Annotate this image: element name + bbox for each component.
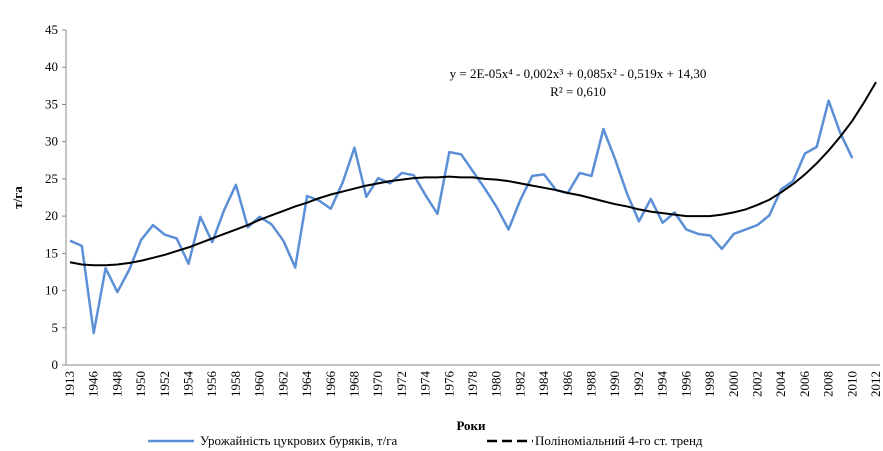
- x-tick-label: 1968: [346, 371, 361, 397]
- x-tick-label: 1970: [370, 371, 385, 397]
- y-tick-label: 10: [45, 283, 58, 298]
- x-tick-label: 1952: [157, 371, 172, 397]
- y-tick-label: 5: [52, 320, 59, 335]
- x-tick-label: 1984: [536, 371, 551, 398]
- y-tick-label: 45: [45, 22, 58, 37]
- x-tick-label: 1946: [86, 371, 101, 398]
- x-tick-label: 1994: [655, 371, 670, 398]
- x-tick-label: 1960: [252, 371, 267, 397]
- legend-label: Поліноміальний 4-го ст. тренд: [535, 433, 703, 448]
- y-tick-label: 20: [45, 208, 58, 223]
- legend-label: Урожайність цукрових буряків, т/га: [200, 433, 398, 448]
- x-tick-label: 2002: [749, 371, 764, 397]
- x-tick-label: 1980: [489, 371, 504, 397]
- x-tick-label: 1996: [678, 371, 693, 398]
- trend-equation: y = 2E-05x⁴ - 0,002x³ + 0,085x² - 0,519x…: [450, 66, 707, 81]
- x-tick-label: 2010: [844, 371, 859, 397]
- y-axis-title: т/га: [10, 186, 25, 209]
- x-tick-label: 1986: [560, 371, 575, 398]
- x-tick-label: 1998: [702, 371, 717, 397]
- x-tick-label: 1992: [631, 371, 646, 397]
- x-tick-label: 1913: [62, 371, 77, 397]
- x-tick-label: 2012: [868, 371, 883, 397]
- x-tick-label: 1954: [181, 371, 196, 398]
- x-tick-label: 1956: [204, 371, 219, 398]
- x-tick-label: 1962: [275, 371, 290, 397]
- x-tick-label: 1976: [441, 371, 456, 398]
- x-tick-label: 2004: [773, 371, 788, 398]
- series-line: [69, 81, 877, 267]
- series-line: [69, 99, 854, 335]
- x-tick-label: 2008: [821, 371, 836, 397]
- x-tick-label: 1990: [607, 371, 622, 397]
- x-tick-label: 1964: [299, 371, 314, 398]
- x-tick-label: 1950: [133, 371, 148, 397]
- x-tick-label: 1982: [512, 371, 527, 397]
- y-tick-label: 25: [45, 171, 58, 186]
- y-tick-label: 0: [52, 357, 59, 372]
- x-tick-label: 1978: [465, 371, 480, 397]
- x-tick-label: 1948: [109, 371, 124, 397]
- x-tick-label: 2006: [797, 371, 812, 398]
- y-tick-label: 30: [45, 134, 58, 149]
- y-tick-label: 15: [45, 245, 58, 260]
- y-tick-label: 35: [45, 96, 58, 111]
- x-tick-label: 1966: [323, 371, 338, 398]
- x-tick-label: 1974: [418, 371, 433, 398]
- r-squared: R² = 0,610: [550, 84, 606, 99]
- x-tick-label: 1972: [394, 371, 409, 397]
- x-tick-label: 1958: [228, 371, 243, 397]
- x-tick-label: 1988: [584, 371, 599, 397]
- y-tick-label: 40: [45, 59, 58, 74]
- x-axis-title: Роки: [456, 418, 486, 433]
- x-tick-label: 2000: [726, 371, 741, 397]
